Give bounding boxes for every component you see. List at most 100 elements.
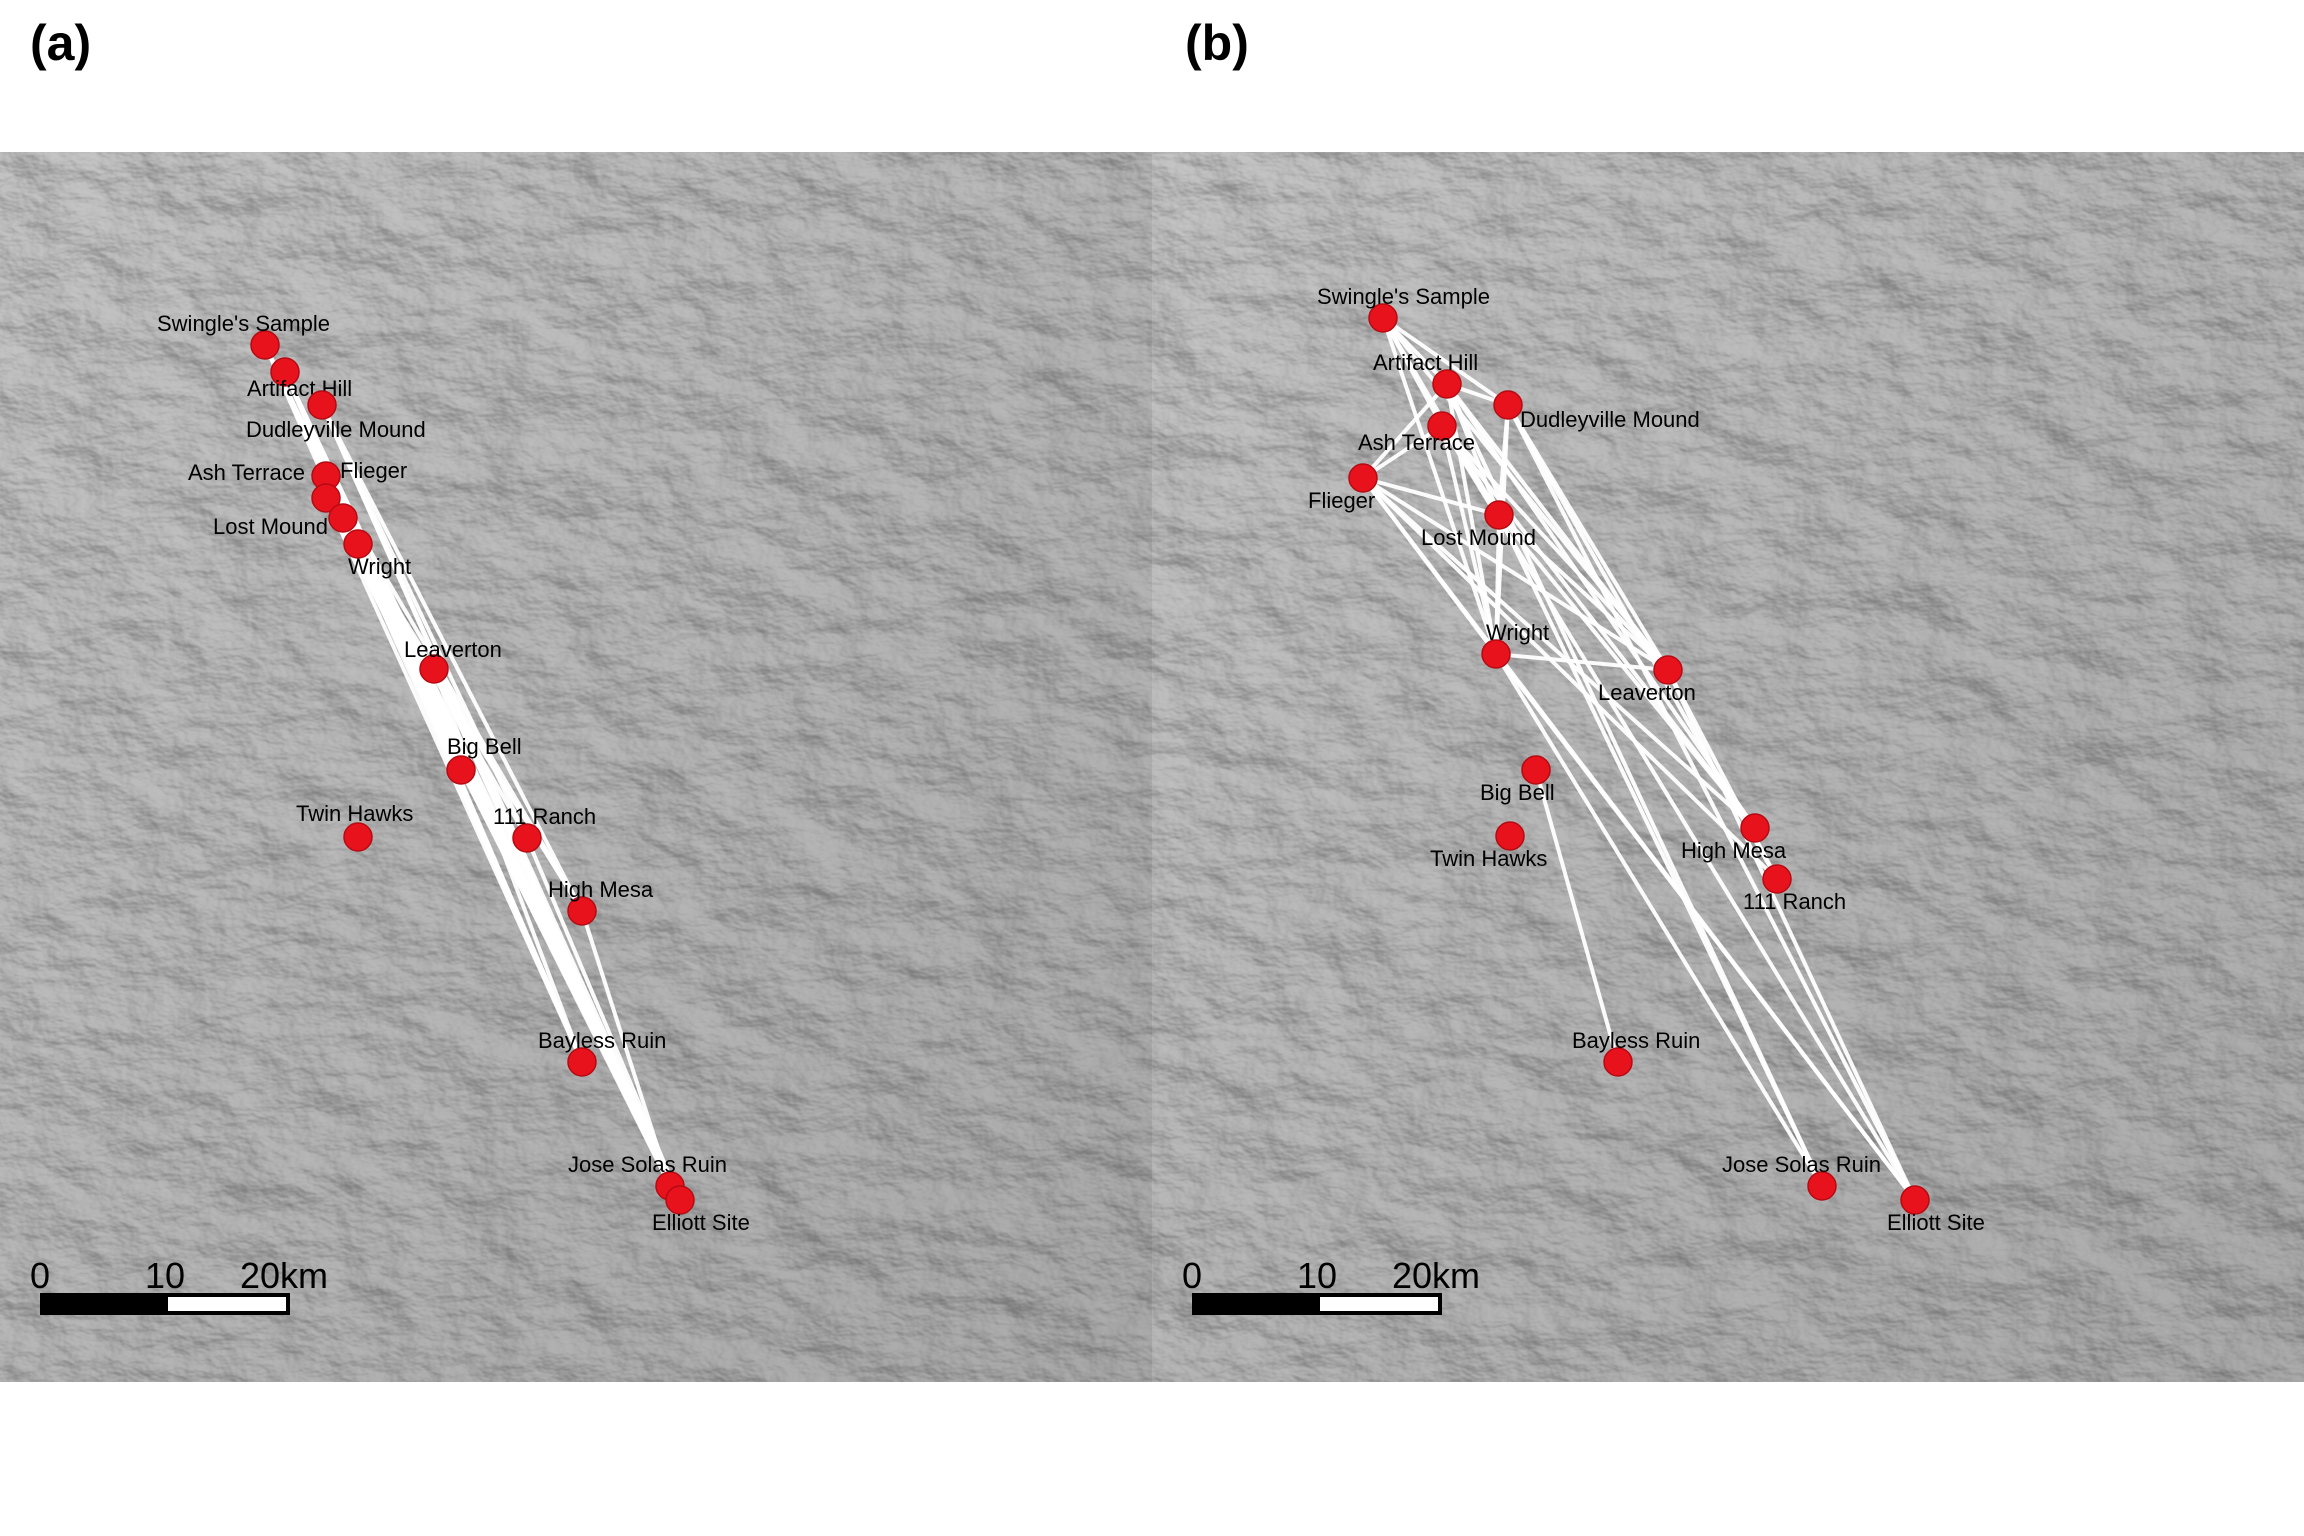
map-panel-b: Swingle's Sample Artifact Hill Dudleyville… [1152, 152, 2304, 1382]
site-label-b-2: Dudleyville Mound [1520, 407, 1700, 432]
site-label-a-11: High Mesa [548, 877, 654, 902]
site-marker-a-2[interactable] [307, 390, 337, 420]
site-label-b-1: Artifact Hill [1373, 350, 1478, 375]
panel-label-a: (a) [30, 15, 91, 71]
site-marker-a-10[interactable] [512, 823, 542, 853]
site-label-b-13: Jose Solas Ruin [1722, 1152, 1881, 1177]
scale-tick-20-b: 20km [1392, 1255, 1480, 1296]
link-b-34 [1534, 768, 1620, 1064]
site-marker-b-12[interactable] [1603, 1047, 1633, 1077]
site-label-b-9: Twin Hawks [1430, 846, 1547, 871]
site-label-a-2: Dudleyville Mound [246, 417, 426, 442]
scale-bar-a: 0 10 20km [30, 1255, 328, 1315]
site-marker-a-12[interactable] [567, 1047, 597, 1077]
site-marker-b-11[interactable] [1762, 864, 1792, 894]
link-b-29 [1494, 652, 1670, 672]
site-marker-a-9[interactable] [343, 822, 373, 852]
link-b-14 [1361, 424, 1444, 480]
site-label-b-8: Big Bell [1480, 780, 1555, 805]
site-marker-b-5[interactable] [1484, 500, 1514, 530]
site-label-b-11: 111 Ranch [1743, 889, 1846, 914]
site-label-a-5: Lost Mound [213, 514, 328, 539]
site-marker-b-1[interactable] [1432, 369, 1462, 399]
scale-bar-b: 0 10 20km [1182, 1255, 1480, 1315]
site-label-b-4: Flieger [1308, 488, 1375, 513]
link-b-37 [1440, 424, 1757, 830]
site-label-b-10: High Mesa [1681, 838, 1787, 863]
link-b-16 [1440, 424, 1498, 656]
site-marker-b-2[interactable] [1493, 390, 1523, 420]
site-label-a-12: Bayless Ruin [538, 1028, 666, 1053]
link-b-31 [1494, 652, 1917, 1202]
site-marker-a-11[interactable] [567, 896, 597, 926]
link-b-30 [1494, 652, 1824, 1188]
link-b-6 [1361, 382, 1449, 480]
links-a [263, 343, 682, 1202]
link-b-21 [1361, 476, 1670, 672]
site-marker-b-6[interactable] [1481, 639, 1511, 669]
site-marker-b-13[interactable] [1807, 1171, 1837, 1201]
site-label-a-4: Flieger [340, 458, 407, 483]
link-b-18 [1440, 424, 1917, 1202]
site-label-b-0: Swingle's Sample [1317, 284, 1490, 309]
site-marker-b-9[interactable] [1495, 821, 1525, 851]
link-b-38 [1381, 316, 1498, 656]
site-marker-a-1[interactable] [270, 357, 300, 387]
scale-tick-0-b: 0 [1182, 1255, 1202, 1296]
site-marker-a-7[interactable] [419, 654, 449, 684]
link-b-33 [1666, 668, 1917, 1202]
scale-tick-0-a: 0 [30, 1255, 50, 1296]
site-label-a-14: Elliott Site [652, 1210, 750, 1235]
sites-b: Swingle's Sample Artifact Hill Dudleyville… [1308, 284, 1985, 1235]
link-b-36 [1506, 403, 1917, 1202]
site-marker-b-10[interactable] [1740, 813, 1770, 843]
site-marker-a-4[interactable] [311, 483, 341, 513]
site-label-b-7: Leaverton [1598, 680, 1696, 705]
site-marker-a-14[interactable] [665, 1185, 695, 1215]
site-label-a-3: Ash Terrace [188, 460, 305, 485]
site-label-b-14: Elliott Site [1887, 1210, 1985, 1235]
link-b-1 [1381, 316, 1510, 407]
site-marker-b-0[interactable] [1368, 303, 1398, 333]
site-label-a-6: Wright [348, 554, 411, 579]
site-label-a-13: Jose Solas Ruin [568, 1152, 727, 1177]
site-label-a-10: 111 Ranch [493, 804, 596, 829]
link-a-26 [432, 667, 584, 1064]
site-label-b-5: Lost Mound [1421, 525, 1536, 550]
link-b-22 [1361, 476, 1757, 830]
scale-tick-10-a: 10 [145, 1255, 185, 1296]
site-label-a-0: Swingle's Sample [157, 311, 330, 336]
link-a-15 [432, 667, 682, 1202]
site-marker-b-14[interactable] [1900, 1185, 1930, 1215]
link-b-19 [1361, 476, 1501, 517]
site-marker-a-0[interactable] [250, 330, 280, 360]
site-label-a-7: Leaverton [404, 637, 502, 662]
site-label-a-1: Artifact Hill [247, 376, 352, 401]
site-label-a-9: Twin Hawks [296, 801, 413, 826]
panel-label-b: (b) [1185, 15, 1249, 71]
site-marker-a-5[interactable] [328, 503, 358, 533]
site-label-b-12: Bayless Ruin [1572, 1028, 1700, 1053]
site-marker-b-3[interactable] [1427, 411, 1457, 441]
link-a-18 [580, 909, 672, 1188]
sites-a: Swingle's Sample Artifact Hill Dudleyville… [157, 311, 750, 1235]
site-marker-b-7[interactable] [1653, 655, 1683, 685]
site-label-b-3: Ash Terrace [1358, 430, 1475, 455]
link-b-39 [1506, 403, 1670, 672]
site-label-a-8: Big Bell [447, 734, 522, 759]
link-a-33 [356, 542, 584, 913]
link-b-25 [1494, 513, 1501, 656]
map-panel-a: Swingle's Sample Artifact Hill Dudleyville… [0, 152, 1152, 1382]
link-b-23 [1361, 476, 1779, 881]
site-marker-b-8[interactable] [1521, 755, 1551, 785]
site-label-b-6: Wright [1486, 620, 1549, 645]
scale-tick-20-a: 20km [240, 1255, 328, 1296]
site-marker-a-8[interactable] [446, 755, 476, 785]
link-b-17 [1440, 424, 1670, 672]
site-marker-a-6[interactable] [343, 529, 373, 559]
scale-tick-10-b: 10 [1297, 1255, 1337, 1296]
link-a-32 [341, 516, 672, 1188]
link-b-26 [1497, 513, 1670, 672]
site-marker-b-4[interactable] [1348, 463, 1378, 493]
